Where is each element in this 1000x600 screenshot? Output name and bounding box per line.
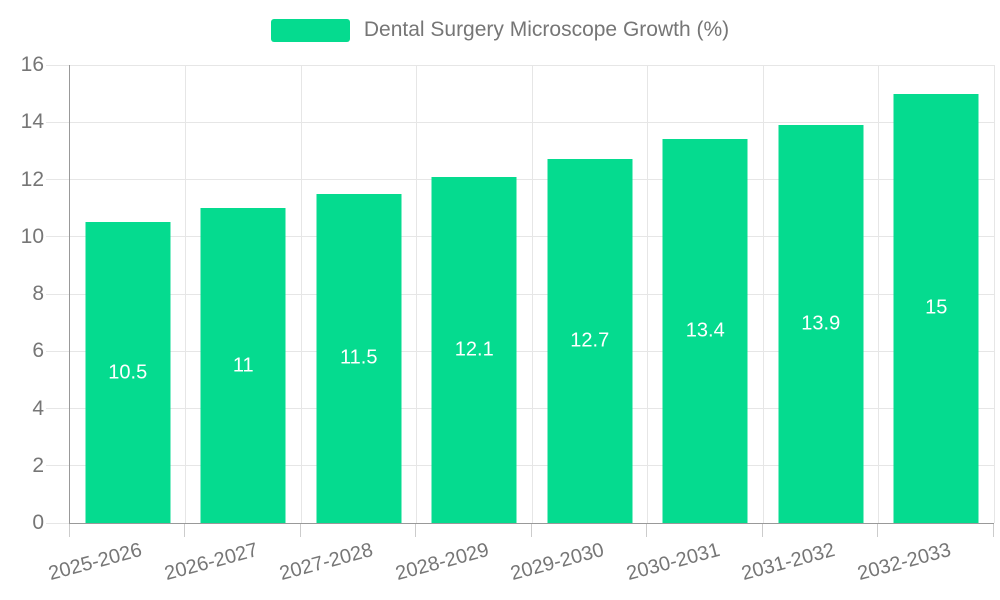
y-tick-mark — [46, 121, 69, 123]
x-tick-mark — [646, 524, 647, 537]
x-gridline — [531, 65, 533, 523]
x-tick-label: 2030-2031 — [623, 539, 722, 586]
bar: 10.5 — [85, 222, 171, 523]
bar-column: 11.5 — [301, 65, 417, 523]
y-tick-label: 8 — [32, 282, 44, 305]
bar-column: 10.5 — [70, 65, 186, 523]
y-tick-label: 6 — [32, 339, 44, 363]
y-tick-mark — [46, 408, 69, 409]
x-tick-label: 2026-2027 — [161, 539, 260, 586]
bar: 12.1 — [431, 176, 517, 523]
bar: 12.7 — [547, 159, 633, 523]
bar-value-label: 11.5 — [340, 346, 378, 369]
legend-item[interactable]: Dental Surgery Microscope Growth (%) — [270, 18, 730, 42]
bar-column: 13.9 — [763, 65, 879, 523]
x-gridline — [878, 65, 879, 523]
bar: 13.9 — [778, 125, 864, 523]
x-tick-mark — [530, 524, 532, 537]
x-gridline — [185, 65, 186, 523]
y-tick-label: 10 — [20, 224, 44, 248]
bar: 15 — [893, 93, 979, 523]
bar-value-label: 12.7 — [570, 329, 610, 352]
x-tick-mark — [299, 524, 301, 537]
x-tick-label: 2029-2030 — [508, 539, 607, 586]
y-tick-mark — [46, 465, 69, 467]
bar: 11.5 — [316, 193, 402, 523]
x-axis: 2025-2026 2026-2027 2027-2028 2028-2029 2029… — [46, 524, 994, 600]
x-tick-label: 2031-2032 — [739, 539, 838, 586]
y-tick-mark — [46, 350, 69, 352]
x-gridline — [993, 65, 995, 523]
x-gridline — [300, 65, 302, 523]
legend-swatch-icon — [270, 18, 350, 42]
x-tick-label: 2028-2029 — [392, 539, 491, 586]
bar-column: 11 — [186, 65, 302, 523]
x-tick-mark — [184, 524, 185, 537]
x-tick-mark — [992, 524, 994, 537]
bar-value-label: 10.5 — [108, 361, 148, 384]
y-tick-label: 14 — [20, 110, 44, 134]
plot-area: 10.5 11 11.5 12.1 12.7 13.4 13.9 15 — [46, 64, 995, 524]
x-tick-label: 2025-2026 — [46, 539, 145, 586]
y-tick-label: 12 — [20, 167, 44, 191]
x-tick-label: 2032-2033 — [854, 539, 953, 586]
bar: 11 — [200, 208, 286, 523]
bar-value-label: 12.1 — [454, 338, 494, 361]
x-tick-mark — [761, 524, 763, 537]
y-tick-label: 4 — [32, 396, 44, 420]
x-tick-mark — [68, 524, 70, 537]
legend-label: Dental Surgery Microscope Growth (%) — [363, 18, 730, 41]
x-tick-mark — [415, 524, 416, 537]
y-tick-mark — [46, 293, 69, 295]
bar-value-label: 11 — [232, 354, 254, 377]
y-tick-mark — [46, 236, 69, 238]
x-gridline — [647, 65, 648, 523]
bar-column: 12.7 — [532, 65, 648, 523]
bar-value-label: 13.4 — [685, 319, 725, 342]
x-tick-mark — [877, 524, 878, 537]
bar-column: 13.4 — [648, 65, 764, 523]
y-tick-label: 16 — [20, 53, 44, 76]
y-tick-label: 0 — [32, 511, 44, 534]
y-axis: 0 2 4 6 8 10 12 14 16 — [0, 53, 44, 534]
y-tick-mark — [46, 179, 69, 180]
bar: 13.4 — [662, 139, 748, 523]
bar-column: 12.1 — [417, 65, 533, 523]
y-tick-label: 2 — [32, 453, 44, 477]
x-gridline — [762, 65, 764, 523]
x-tick-label: 2027-2028 — [277, 539, 376, 586]
bar-value-label: 13.9 — [801, 312, 841, 335]
bar-column: 15 — [879, 65, 995, 523]
x-gridline — [416, 65, 417, 523]
bar-value-label: 15 — [925, 296, 948, 319]
legend: Dental Surgery Microscope Growth (%) — [0, 18, 1000, 42]
y-tick-mark — [46, 64, 69, 66]
y-tick-mark — [46, 522, 69, 524]
